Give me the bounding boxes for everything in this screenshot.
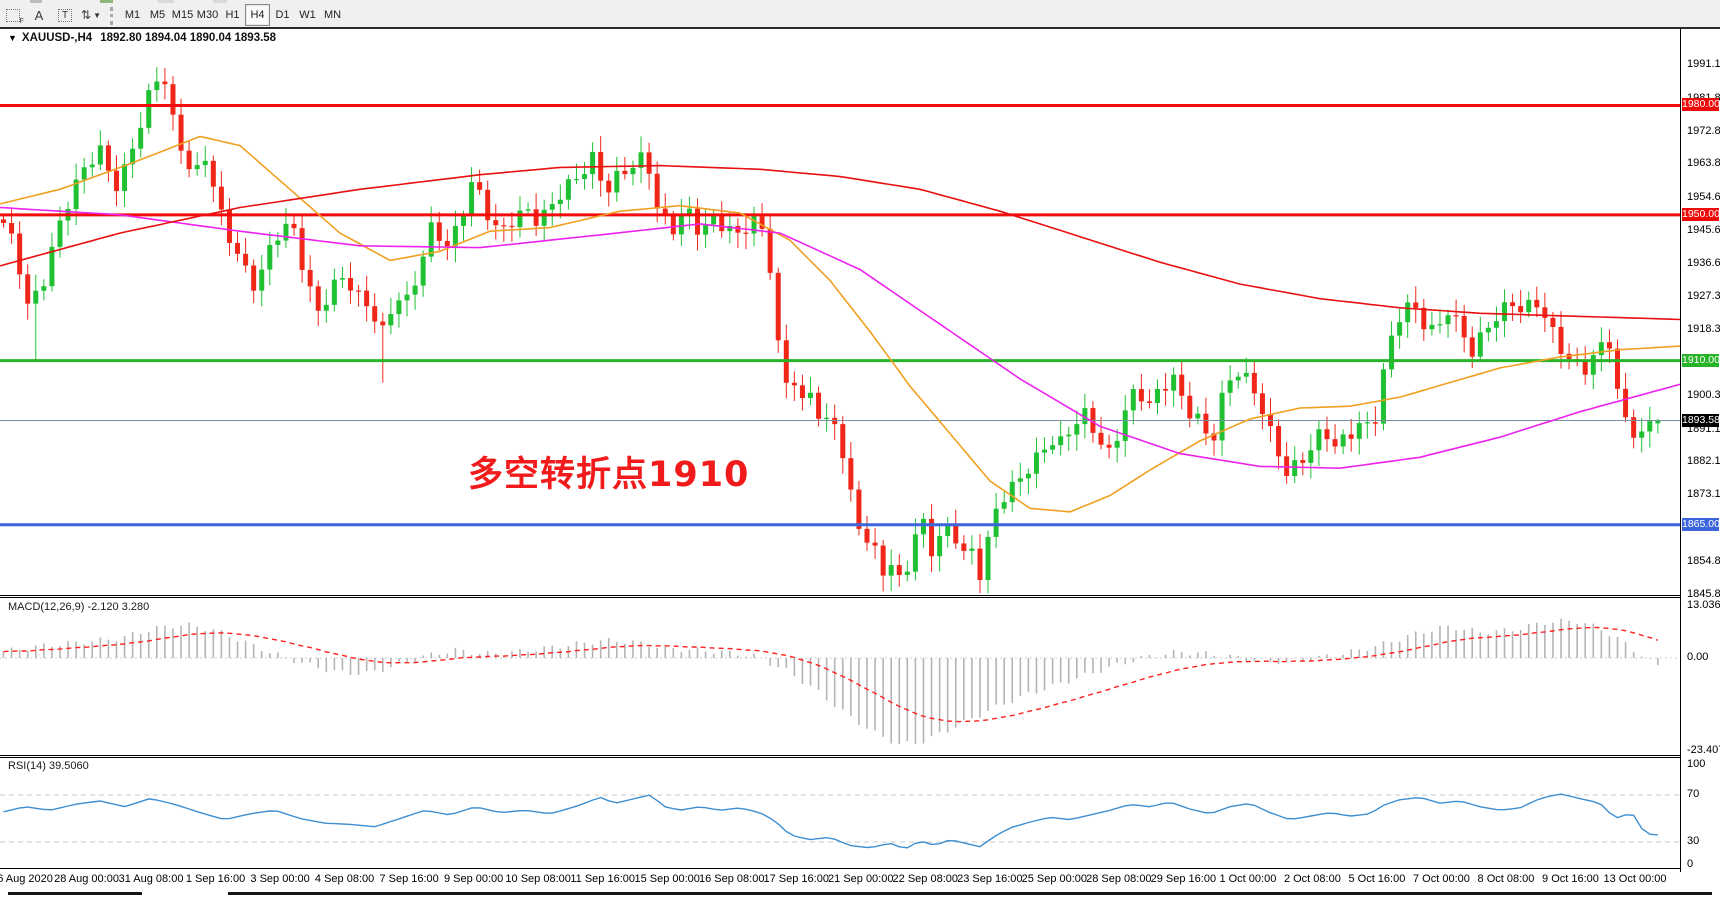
toolbar-separator [110,6,116,25]
timeframe-button-m1[interactable]: M1 [120,4,145,26]
price-badge-1865.00: 1865.00 [1682,517,1720,531]
time-label: 28 Sep 08:00 [1086,873,1152,885]
chart-title: ▼ XAUUSD-,H4 1892.80 1894.04 1890.04 189… [8,32,276,44]
macd-tick: -23.407 [1687,743,1720,756]
price-tick: 1991.10 [1687,58,1720,70]
ma-mid-magenta [0,206,1681,470]
time-label: 9 Sep 00:00 [443,873,504,885]
time-label: 21 Sep 00:00 [828,873,894,885]
price-badge-1893.58: 1893.58 [1682,413,1720,427]
clipped-toolbar-row [100,0,113,3]
time-label: 2 Oct 08:00 [1283,873,1341,885]
time-label: 28 Aug 00:00 [54,873,119,885]
time-label: 16 Sep 08:00 [698,873,765,885]
time-label: 10 Sep 08:00 [505,873,571,885]
time-label: 23 Sep 16:00 [957,873,1023,885]
price-badge-1980.00: 1980.00 [1682,98,1720,112]
time-label: 5 Oct 16:00 [1348,873,1406,885]
timeframe-button-m5[interactable]: M5 [145,4,170,26]
time-label: 3 Sep 00:00 [250,873,310,885]
macd-tick: 0.00 [1687,651,1709,663]
macd-indicator-label: MACD(12,26,9) -2.120 3.280 [8,601,150,613]
time-label: 31 Aug 08:00 [118,873,184,885]
price-badge-1910.00: 1910.00 [1682,353,1720,367]
price-badge-1950.00: 1950.00 [1682,207,1720,221]
price-tick: 1854.85 [1687,554,1720,567]
macd-tick: 13.036 [1687,599,1720,612]
time-label: 26 Aug 2020 [0,873,53,885]
ma-fast-orange [0,135,1681,513]
timeframe-button-d1[interactable]: D1 [270,4,295,26]
clipped-toolbar-row [158,0,174,3]
macd-histogram [2,618,1659,745]
time-label: 29 Sep 16:00 [1150,873,1217,885]
window-border [0,27,1720,29]
time-label: 22 Sep 08:00 [892,873,958,885]
price-tick: 1918.35 [1687,323,1720,336]
chevron-down-icon: ▼ [93,10,101,20]
time-label: 1 Sep 16:00 [185,873,246,885]
time-label: 7 Sep 16:00 [379,873,439,885]
symbol-label: XAUUSD-,H4 [21,32,93,44]
price-tick: 1873.10 [1687,488,1720,501]
rsi-tick: 70 [1687,788,1700,800]
time-label: 15 Sep 00:00 [634,873,700,885]
time-label: 9 Oct 16:00 [1542,873,1599,885]
clipped-toolbar-row [30,0,42,3]
time-label: 1 Oct 00:00 [1219,873,1277,885]
timeframe-button-m15[interactable]: M15 [170,4,195,26]
scrollbar-segment[interactable] [8,892,142,895]
price-tick: 1845.85 [1687,587,1720,600]
arrows-glyph: ⇅ [81,8,92,22]
timeframe-button-h4[interactable]: H4 [245,3,270,26]
ma-slow-red [0,164,1681,321]
rsi-line [3,793,1658,849]
text-label-icon[interactable]: A [34,7,44,23]
price-tick: 1945.60 [1687,223,1720,236]
macd-signal-line [3,626,1659,723]
text-box-icon[interactable]: T [52,4,78,26]
price-tick: 1954.60 [1687,191,1720,204]
timeframe-button-mn[interactable]: MN [320,4,345,26]
time-label: 8 Oct 08:00 [1477,873,1535,885]
price-tick: 1900.35 [1687,388,1720,401]
bottom-scrollbar[interactable] [0,890,1720,900]
timeframe-button-h1[interactable]: H1 [220,4,245,26]
frame-f-glyph: F [6,8,24,25]
timeframe-button-m30[interactable]: M30 [195,4,220,26]
price-tick: 1882.10 [1687,455,1720,468]
time-label: 17 Sep 16:00 [763,873,829,885]
frame-f-icon[interactable]: F [0,4,26,26]
chart-text-annotation: 多空转折点1910 [468,455,750,495]
timeframe-button-w1[interactable]: W1 [295,4,320,26]
time-label: 25 Sep 00:00 [1021,873,1088,885]
time-label: 4 Sep 08:00 [314,873,375,885]
toolbar: F A T ⇅ ▼ M1 M5 M15 M30 H1 H4 D1 W1 MN [0,0,1720,27]
clipped-toolbar-row [213,0,227,3]
rsi-tick: 0 [1687,858,1694,870]
rsi-tick: 30 [1687,835,1700,847]
ohlc-values: 1892.80 1894.04 1890.04 1893.58 [100,32,277,44]
time-label: 7 Oct 00:00 [1413,873,1470,885]
candles-layer [1,67,1661,594]
price-tick: 1927.35 [1687,290,1720,303]
time-label: 11 Sep 16:00 [570,873,635,885]
price-tick: 1936.60 [1687,256,1720,269]
symbol-dropdown-icon[interactable]: ▼ [8,33,17,43]
price-tick: 1972.85 [1687,124,1720,137]
arrow-styles-icon[interactable]: ⇅ ▼ [78,4,104,26]
text-box-glyph: T [57,8,73,22]
scrollbar-segment[interactable] [228,892,1712,895]
price-tick: 1963.85 [1687,157,1720,170]
rsi-tick: 100 [1687,758,1706,770]
timeframe-buttons: M1 M5 M15 M30 H1 H4 D1 W1 MN [120,3,345,26]
rsi-indicator-label: RSI(14) 39.5060 [8,760,89,772]
time-label: 13 Oct 00:00 [1603,873,1667,885]
